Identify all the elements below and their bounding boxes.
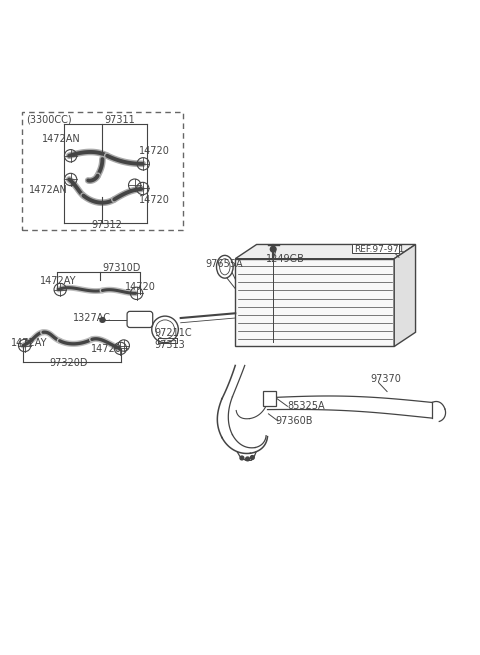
Text: 97360B: 97360B [276, 417, 313, 426]
Text: 1472AY: 1472AY [12, 337, 48, 348]
Text: 97310D: 97310D [102, 263, 141, 272]
Text: 14720: 14720 [139, 146, 170, 157]
Text: 1327AC: 1327AC [73, 313, 111, 324]
Ellipse shape [216, 255, 233, 278]
Text: 97311: 97311 [105, 115, 135, 125]
Bar [22, 111, 183, 231]
FancyBboxPatch shape [127, 311, 153, 328]
Text: 97211C: 97211C [155, 328, 192, 337]
Text: (3300CC): (3300CC) [26, 114, 72, 124]
Circle shape [100, 318, 105, 322]
FancyBboxPatch shape [352, 244, 399, 253]
Text: 97655A: 97655A [205, 259, 242, 269]
Text: 14720: 14720 [125, 282, 156, 292]
Circle shape [240, 456, 244, 460]
Text: 97320D: 97320D [49, 358, 88, 368]
Circle shape [270, 246, 276, 252]
Polygon shape [235, 244, 416, 259]
Circle shape [251, 456, 254, 459]
Text: 14720: 14720 [91, 344, 121, 354]
Ellipse shape [219, 259, 230, 275]
Text: 85325A: 85325A [288, 401, 325, 411]
Text: 97313: 97313 [155, 341, 185, 350]
Text: 97370: 97370 [371, 373, 401, 384]
Bar [263, 390, 276, 406]
Polygon shape [394, 244, 416, 346]
Text: 1472AN: 1472AN [42, 134, 81, 145]
Text: 1472AY: 1472AY [40, 276, 76, 286]
Circle shape [246, 457, 250, 461]
Text: 97312: 97312 [92, 220, 122, 230]
Text: 14720: 14720 [139, 195, 170, 205]
Text: 1249GB: 1249GB [266, 254, 305, 264]
Text: 1472AN: 1472AN [29, 185, 68, 195]
Bar [235, 259, 394, 346]
Text: REF.97-971: REF.97-971 [354, 244, 404, 253]
